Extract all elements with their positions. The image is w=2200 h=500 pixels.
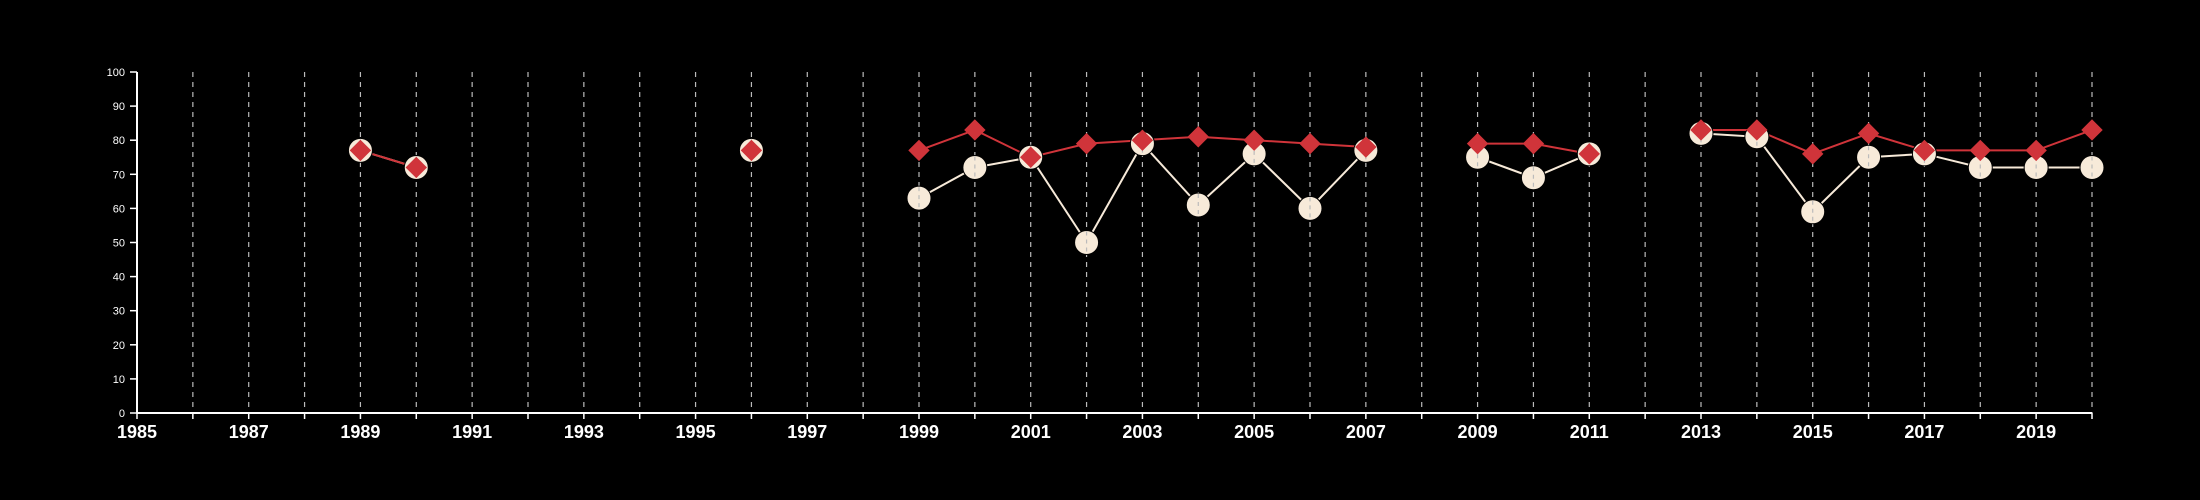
series-2-point-2003 — [1131, 129, 1154, 151]
x-tick-label-1993: 1993 — [564, 422, 604, 442]
series-2-point-2000 — [964, 119, 986, 141]
x-tick-label-2005: 2005 — [1234, 422, 1274, 442]
series-2-point-2006 — [1299, 132, 1321, 155]
x-tick-label-2011: 2011 — [1570, 422, 1609, 442]
series-2-point-2009 — [1466, 132, 1489, 155]
x-tick-label-2013: 2013 — [1681, 422, 1721, 442]
y-tick-label-60: 60 — [113, 203, 125, 215]
x-tick-label-2003: 2003 — [1122, 422, 1162, 442]
y-tick-label-20: 20 — [113, 340, 125, 352]
y-tick-label-50: 50 — [113, 238, 125, 250]
series-2-point-2011 — [1578, 143, 1600, 165]
x-tick-label-1995: 1995 — [676, 422, 716, 442]
series-2-point-2019 — [2025, 139, 2047, 162]
x-tick-label-1987: 1987 — [229, 422, 269, 442]
y-tick-label-0: 0 — [119, 408, 125, 420]
series-2-point-2016 — [1857, 122, 1880, 145]
y-tick-label-40: 40 — [113, 272, 125, 284]
series-2-point-1996 — [740, 139, 763, 162]
series-2-point-2018 — [1969, 139, 1991, 162]
series-2-point-2014 — [1746, 119, 1768, 141]
x-tick-label-1989: 1989 — [340, 422, 380, 442]
x-tick-label-1999: 1999 — [899, 422, 939, 442]
x-tick-label-2007: 2007 — [1346, 422, 1386, 442]
series-2-point-2002 — [1075, 132, 1098, 155]
x-tick-label-1997: 1997 — [787, 422, 827, 442]
series-2-point-2004 — [1187, 126, 1209, 148]
y-tick-label-80: 80 — [113, 135, 125, 147]
x-tick-label-1985: 1985 — [117, 422, 157, 442]
series-2-point-2007 — [1355, 136, 1377, 158]
series-2-point-1999 — [908, 139, 930, 162]
x-tick-label-2001: 2001 — [1011, 422, 1051, 442]
series-2-point-1989 — [349, 139, 372, 162]
series-2-point-2010 — [1522, 132, 1545, 155]
series-markers — [347, 119, 2105, 255]
series-2-point-1990 — [405, 156, 427, 179]
x-tick-label-2019: 2019 — [2016, 422, 2056, 442]
grid-lines — [192, 72, 2093, 413]
y-tick-label-90: 90 — [113, 101, 125, 113]
series-2-point-2017 — [1913, 139, 1936, 162]
series-2-point-2020 — [2081, 119, 2103, 141]
x-tick-label-2009: 2009 — [1458, 422, 1498, 442]
x-tick-label-2015: 2015 — [1793, 422, 1833, 442]
y-tick-label-100: 100 — [107, 67, 125, 79]
x-tick-label-1991: 1991 — [452, 422, 492, 442]
series-2-point-2001 — [1020, 146, 1042, 168]
y-tick-label-30: 30 — [113, 306, 125, 318]
series-2-point-2005 — [1243, 129, 1265, 151]
x-tick-label-2017: 2017 — [1904, 422, 1944, 442]
y-tick-label-70: 70 — [113, 169, 125, 181]
axes: 0 10 20 30 40 50 60 70 80 90 100 1985 1987 1989 1991 19… — [107, 67, 2093, 442]
series-2-point-2015 — [1802, 143, 1824, 165]
y-tick-label-10: 10 — [113, 374, 125, 386]
series-2-point-2013 — [1690, 119, 1712, 141]
